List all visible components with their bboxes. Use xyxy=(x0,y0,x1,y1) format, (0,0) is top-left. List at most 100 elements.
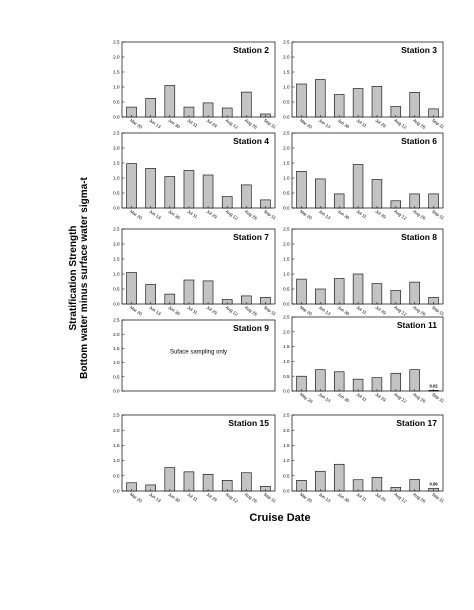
y-tick-label: 2.5 xyxy=(113,413,120,418)
y-tick-label: 0.5 xyxy=(113,100,120,105)
y-tick-label: 1.0 xyxy=(283,359,290,364)
plot-frame xyxy=(121,414,276,492)
bar xyxy=(296,171,307,209)
category-label: Sep 11 xyxy=(431,492,445,504)
y-tick-label: 1.0 xyxy=(283,272,290,277)
panel-5: 0.0 0.5 1.0 1.5 2.0 2.5 Station 8 Mar 20 Jun 13 J… xyxy=(283,227,445,318)
category-label: Jun 30 xyxy=(337,209,351,221)
category-label: Sep 11 xyxy=(431,392,445,404)
panel-title: Station 2 xyxy=(233,45,269,55)
category-label: Sep 11 xyxy=(431,305,445,317)
bar xyxy=(409,193,420,209)
panel-1: 0.0 0.5 1.0 1.5 2.0 2.5 Station 3 Mar 20 Jun 13 J… xyxy=(283,40,445,131)
bar xyxy=(202,280,214,305)
bar xyxy=(164,176,176,209)
category-label: Jun 30 xyxy=(167,492,181,504)
category-label: Jul 11 xyxy=(186,305,199,316)
y-tick-label: 2.0 xyxy=(113,146,120,151)
y-tick-label: 0.5 xyxy=(283,191,290,196)
category-label: Jun 30 xyxy=(167,209,181,221)
category-label: Jun 13 xyxy=(318,392,332,404)
y-tick-label: 0.5 xyxy=(283,100,290,105)
category-label: Aug 26 xyxy=(244,118,259,130)
category-label: Aug 26 xyxy=(412,305,427,317)
y-tick-label: 0.5 xyxy=(283,287,290,292)
category-label: Mar 20 xyxy=(299,305,314,317)
plot-frame xyxy=(291,228,444,305)
panels: 0.0 0.5 1.0 1.5 2.0 2.5 Station 2 Mar 20 Jun 13 J… xyxy=(113,40,445,505)
y-tick-label: 0.0 xyxy=(113,302,120,307)
bar xyxy=(390,372,402,392)
panel-title: Station 3 xyxy=(401,45,437,55)
bar xyxy=(371,86,383,118)
category-label: Jul 11 xyxy=(355,118,368,129)
y-tick-label: 1.0 xyxy=(283,85,290,90)
x-axis-title: Cruise Date xyxy=(249,512,310,524)
plot-frame xyxy=(291,41,444,118)
bar xyxy=(315,288,326,305)
plot-frame xyxy=(121,228,276,305)
category-label: Jun 13 xyxy=(318,118,332,130)
bar xyxy=(145,168,156,209)
category-label: Aug 12 xyxy=(225,118,240,130)
y-tick-label: 1.5 xyxy=(283,70,290,75)
bar xyxy=(315,178,326,209)
y-tick-label: 1.5 xyxy=(113,257,120,262)
y-axis-title-line2: Bottom water minus surface water sigma-t xyxy=(79,176,90,378)
category-label: Sep 11 xyxy=(263,209,277,221)
category-label: Jun 13 xyxy=(148,118,162,130)
bar xyxy=(390,290,402,305)
category-label: Mar 20 xyxy=(299,209,314,221)
y-tick-label: 1.5 xyxy=(113,443,120,448)
category-label: Aug 26 xyxy=(244,492,259,504)
bar xyxy=(315,79,326,118)
panel-title: Station 17 xyxy=(396,418,437,428)
category-label: Jul 11 xyxy=(355,492,368,503)
y-tick-label: 2.5 xyxy=(113,227,120,232)
y-tick-label: 0.0 xyxy=(283,389,290,394)
y-tick-label: 2.0 xyxy=(283,329,290,334)
category-label: Aug 26 xyxy=(412,492,427,504)
category-label: Jul 29 xyxy=(205,118,218,129)
y-tick-label: 2.5 xyxy=(113,318,120,323)
bar xyxy=(296,375,307,392)
bar xyxy=(241,91,252,118)
bar xyxy=(352,273,364,305)
y-tick-label: 2.0 xyxy=(283,146,290,151)
bar xyxy=(164,85,176,118)
panel-title: Station 9 xyxy=(233,323,269,333)
panel-title: Station 11 xyxy=(397,320,437,330)
plot-frame xyxy=(121,41,276,118)
y-tick-label: 1.0 xyxy=(113,458,120,463)
y-tick-label: 0.5 xyxy=(283,473,290,478)
bar xyxy=(183,279,195,305)
panel-9: 0.0 0.5 1.0 1.5 2.0 2.5 Station 17 Mar 20 Jun 13… xyxy=(283,413,445,505)
category-label: Aug 12 xyxy=(225,305,240,317)
bar xyxy=(145,284,156,305)
bar xyxy=(145,98,156,118)
category-label: Jul 11 xyxy=(186,118,199,129)
category-label: Jul 11 xyxy=(186,209,199,220)
y-tick-label: 2.0 xyxy=(283,55,290,60)
plot-frame xyxy=(291,414,444,492)
bar xyxy=(371,179,383,209)
category-label: Mar 20 xyxy=(129,492,144,504)
category-label: Jun 30 xyxy=(337,492,351,504)
bar xyxy=(202,102,214,118)
category-label: May 20 xyxy=(299,392,314,405)
y-tick-label: 0.5 xyxy=(113,374,120,379)
category-label: Jul 11 xyxy=(355,209,368,220)
category-label: Jul 29 xyxy=(205,209,218,220)
panel-title: Station 6 xyxy=(401,136,437,146)
y-tick-label: 1.5 xyxy=(283,443,290,448)
bar xyxy=(315,369,326,392)
y-tick-label: 0.0 xyxy=(283,206,290,211)
category-label: Jul 29 xyxy=(374,392,387,403)
panel-title: Station 15 xyxy=(228,418,269,428)
category-label: Mar 20 xyxy=(129,305,144,317)
y-tick-label: 1.5 xyxy=(113,161,120,166)
bar xyxy=(371,283,383,305)
bar xyxy=(333,278,345,305)
y-axis-title-line1: Stratification Strength xyxy=(68,225,79,330)
